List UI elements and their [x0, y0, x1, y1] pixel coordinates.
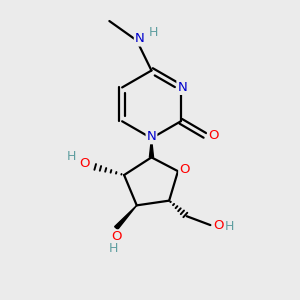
Text: H: H	[109, 242, 119, 254]
Text: N: N	[135, 32, 145, 46]
Text: O: O	[213, 219, 224, 232]
Text: N: N	[177, 81, 187, 94]
Polygon shape	[149, 138, 154, 158]
Text: H: H	[225, 220, 234, 233]
Text: N: N	[147, 130, 156, 143]
Text: O: O	[179, 163, 190, 176]
Text: O: O	[208, 129, 218, 142]
Polygon shape	[115, 206, 137, 230]
Text: H: H	[148, 26, 158, 39]
Text: O: O	[79, 157, 90, 170]
Text: H: H	[67, 150, 76, 163]
Text: O: O	[111, 230, 122, 243]
